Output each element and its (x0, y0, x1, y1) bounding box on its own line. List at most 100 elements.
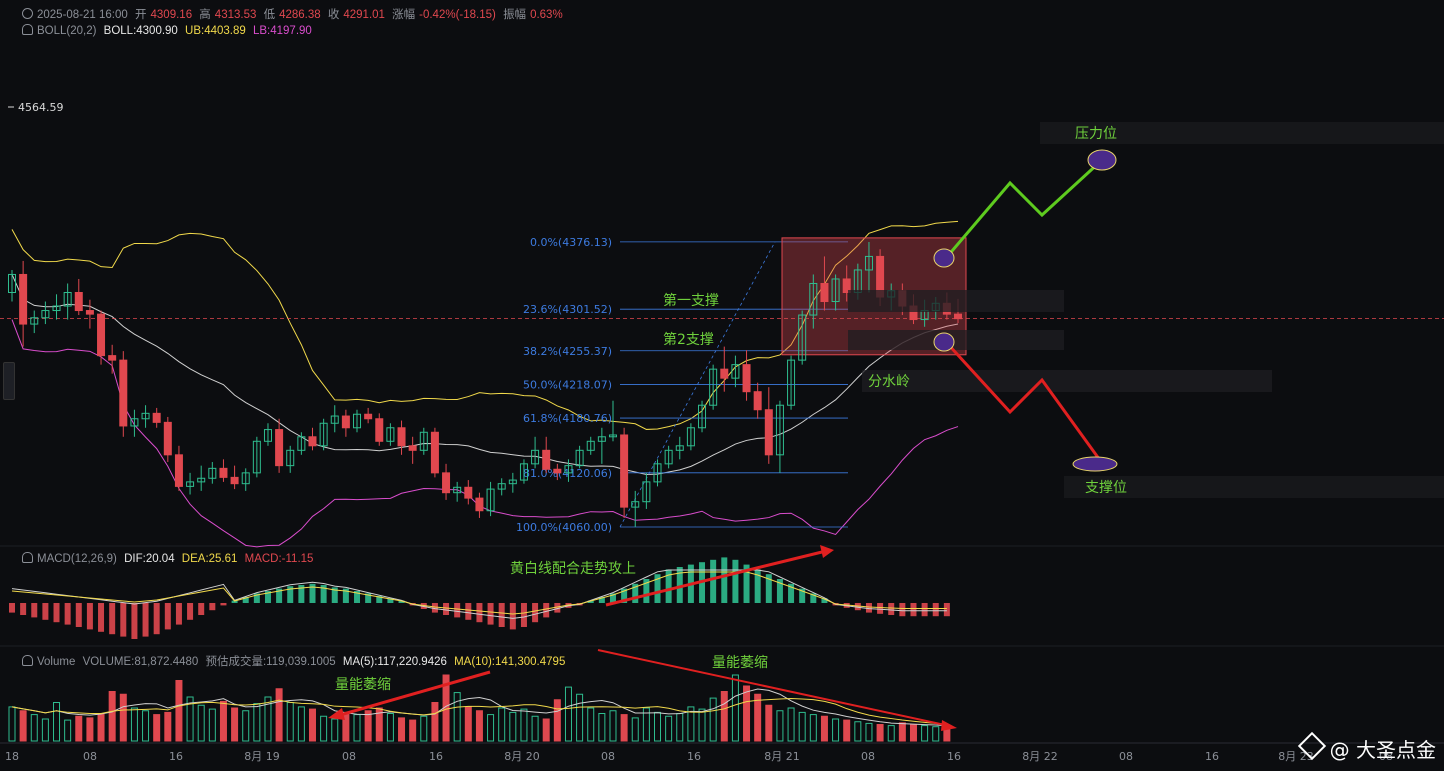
macd-bar (142, 603, 149, 637)
volume-arrowhead2 (941, 720, 957, 731)
macd-bar (443, 603, 450, 615)
volume-bar (231, 707, 239, 742)
macd-bar (98, 603, 105, 632)
volume-bar (175, 680, 183, 742)
macd-bar (754, 569, 761, 603)
macd-bar (20, 603, 27, 615)
support-marker (1072, 456, 1118, 472)
volume-bar (30, 714, 38, 742)
macd-bar (64, 603, 71, 625)
macd-dea-line (11, 571, 947, 615)
fib-level-label: 23.6%(4301.52) (523, 303, 612, 316)
volume-bar (453, 692, 461, 742)
volume-bar (909, 724, 917, 742)
volume-bar (520, 708, 528, 742)
macd-bar (854, 603, 861, 611)
candle-body (375, 418, 384, 442)
close-label: 收 (327, 9, 340, 21)
fib-level-label: 0.0%(4376.13) (530, 236, 612, 249)
bell-icon[interactable] (22, 24, 33, 35)
volume-bar (8, 706, 16, 742)
boll-mid-line (11, 274, 959, 476)
macd-bar (465, 603, 472, 620)
candle-body (809, 282, 818, 316)
candle-body (597, 436, 606, 442)
macd-bar (253, 593, 260, 603)
volume-bar (475, 710, 483, 742)
volume-bar (631, 717, 639, 742)
macd-bar (543, 603, 550, 618)
volume-bar (854, 721, 862, 742)
amp-value: 0.63% (530, 9, 563, 21)
volume-bar (865, 722, 873, 742)
volume-ma5-line (11, 688, 947, 727)
macd-bar (799, 588, 806, 603)
macd-value: MACD:-11.15 (244, 553, 314, 565)
volume-name[interactable]: Volume (37, 656, 76, 668)
volume-bar (164, 711, 172, 742)
macd-bar (487, 603, 494, 625)
annotation-support1: 第一支撑 (663, 292, 719, 309)
volume-bar (275, 688, 283, 742)
macd-bar (109, 603, 116, 635)
volume-bar (64, 719, 72, 742)
volume-bar (297, 706, 305, 742)
volume-bar (53, 702, 61, 742)
candle-body (330, 415, 339, 424)
volume-bar (286, 702, 294, 742)
panel-toggle-button[interactable] (3, 362, 15, 400)
volume-value: VOLUME:81,872.4480 (82, 656, 199, 668)
candle-body (653, 463, 662, 483)
candle-body (453, 486, 462, 494)
macd-name[interactable]: MACD(12,26,9) (37, 553, 117, 565)
volume-bar (130, 707, 138, 742)
candle-body (297, 436, 306, 451)
volume-bar (186, 696, 194, 742)
label-shade (1064, 476, 1444, 498)
candle-body (631, 501, 640, 508)
bell-icon[interactable] (22, 655, 33, 666)
macd-bar (632, 583, 639, 603)
macd-bar (609, 593, 616, 603)
volume-bar (620, 714, 628, 742)
macd-bar (9, 603, 15, 613)
macd-bar (320, 585, 327, 603)
macd-bar (53, 603, 60, 623)
boll-name[interactable]: BOLL(20,2) (37, 25, 97, 37)
candle-body (419, 431, 428, 451)
macd-bar (131, 603, 138, 639)
eye-icon[interactable] (22, 8, 33, 19)
candle-body (108, 355, 117, 361)
macd-bar (298, 585, 305, 603)
macd-bar (75, 603, 82, 627)
candle-body (186, 481, 195, 487)
volume-bar (487, 714, 495, 742)
candle-body (241, 472, 250, 485)
volume-bar (776, 710, 784, 742)
low-value: 4286.38 (279, 9, 321, 21)
macd-bar (387, 598, 394, 603)
boll-mid: BOLL:4300.90 (103, 25, 178, 37)
candle-body (731, 364, 740, 379)
bell-icon[interactable] (22, 552, 33, 563)
x-tick-label: 8月 19 (244, 750, 280, 763)
volume-bar (765, 704, 773, 742)
volume-bar (665, 715, 673, 742)
boll-header: BOLL(20,2) BOLL:4300.90 UB:4403.89 LB:41… (22, 24, 316, 37)
candle-body (152, 412, 161, 423)
logo-icon (1297, 731, 1326, 761)
macd-bar (810, 593, 817, 603)
high-value: 4313.53 (214, 9, 257, 21)
volume-arrow1 (339, 670, 491, 717)
macd-dif: DIF:20.04 (124, 553, 175, 565)
candle-body (74, 292, 83, 312)
change-label: 涨幅 (392, 9, 416, 21)
macd-bar (943, 603, 950, 617)
volume-header: Volume VOLUME:81,872.4480 预估成交量:119,039.… (22, 653, 569, 669)
boll-ub: UB:4403.89 (185, 25, 246, 37)
x-tick-label: 08 (1119, 750, 1133, 763)
macd-bar (220, 603, 227, 606)
macd-bar (654, 574, 661, 603)
macd-bar (877, 603, 884, 614)
